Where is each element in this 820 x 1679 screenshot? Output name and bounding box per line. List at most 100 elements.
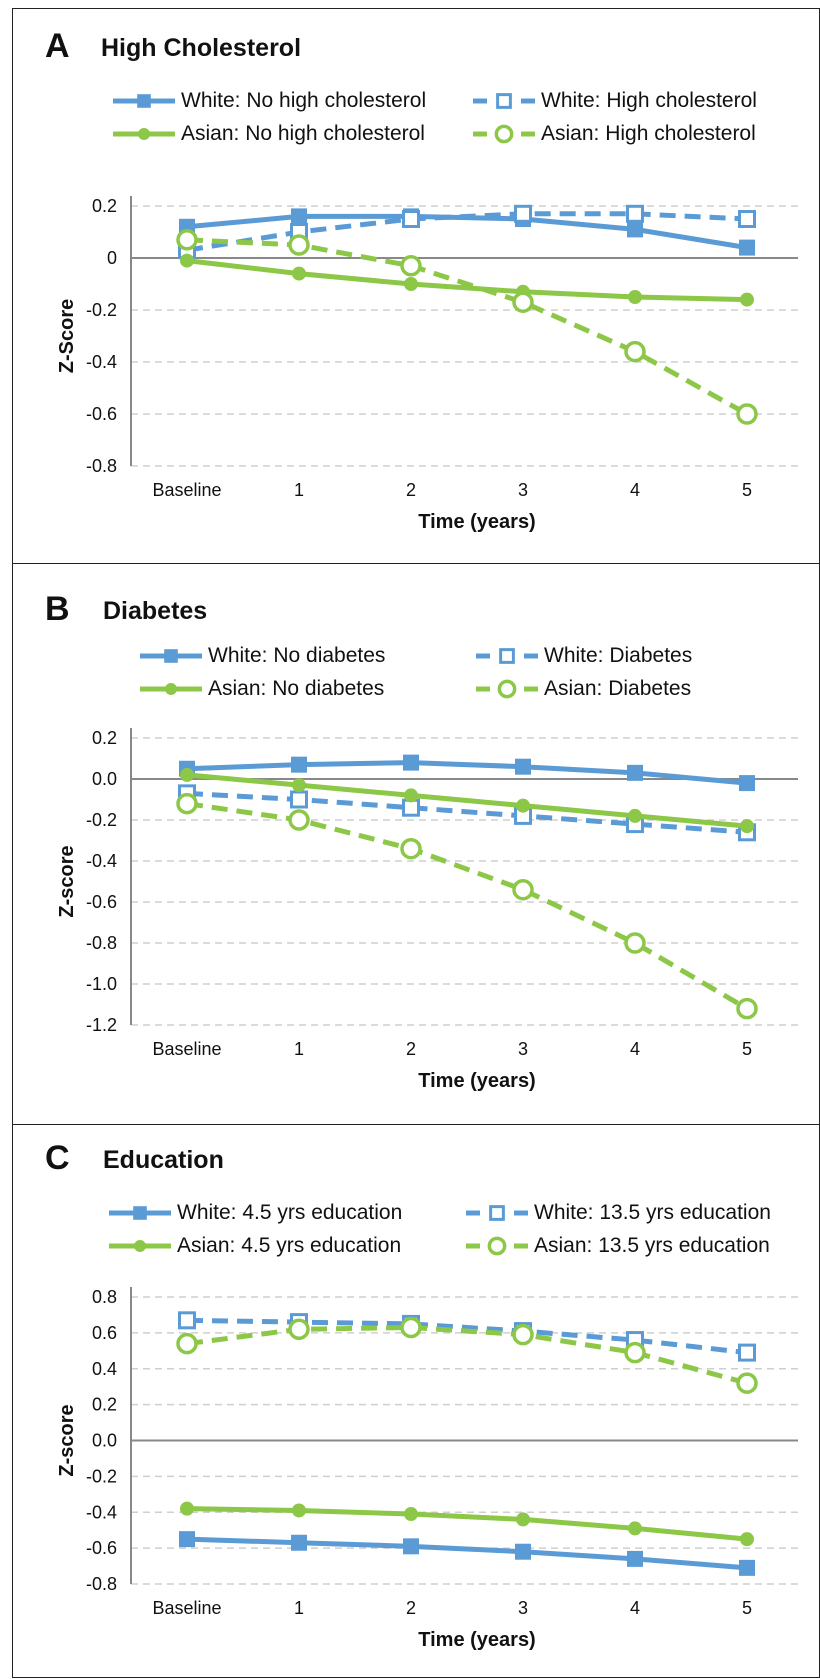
legend-marker: [134, 1240, 146, 1252]
y-tick-label: -0.2: [86, 810, 117, 830]
y-tick-label: -1.2: [86, 1015, 117, 1035]
data-point: [736, 403, 758, 425]
legend-label: Asian: Diabetes: [544, 677, 692, 700]
legend-label: White: 4.5 yrs education: [177, 1201, 403, 1224]
x-tick-label: 3: [518, 480, 528, 500]
data-point: [626, 204, 644, 223]
legend-swatch-icon: [140, 683, 202, 695]
x-tick-label: Baseline: [152, 1598, 221, 1618]
panel-education: C Education White: 4.5 yrs education Whi…: [12, 1124, 820, 1678]
legend-item: White: Diabetes: [474, 644, 692, 668]
y-tick-label: 0.8: [92, 1287, 117, 1307]
data-point: [400, 1316, 422, 1339]
legend-label: Asian: No high cholesterol: [181, 122, 425, 145]
data-point: [516, 798, 530, 813]
legend-label: Asian: High cholesterol: [541, 122, 756, 145]
y-tick-label: -0.4: [86, 1502, 117, 1522]
y-tick-label: -0.8: [86, 456, 117, 476]
legend-label: White: No high cholesterol: [181, 89, 427, 112]
legend-item: White: 13.5 yrs education: [464, 1201, 771, 1225]
y-tick-label: -1.0: [86, 974, 117, 994]
data-point: [627, 221, 643, 238]
y-tick-label: -0.8: [86, 1574, 117, 1594]
data-point: [291, 756, 307, 773]
x-tick-label: Baseline: [152, 1039, 221, 1059]
x-tick-label: 4: [630, 480, 640, 500]
data-point: [180, 767, 194, 782]
data-point: [292, 266, 306, 281]
data-point: [402, 210, 420, 228]
panel-letter: C: [45, 1139, 70, 1177]
legend-marker: [499, 648, 515, 664]
data-point: [176, 229, 198, 251]
legend-swatch-icon: [109, 1240, 171, 1252]
y-tick-label: -0.4: [86, 851, 117, 871]
data-point: [403, 754, 419, 771]
x-tick-label: 4: [630, 1039, 640, 1059]
series-line: [186, 211, 748, 253]
data-point: [176, 792, 198, 815]
panel-letter: A: [45, 27, 70, 65]
legend-swatch-icon: [466, 1236, 528, 1256]
legend-item: Asian: 13.5 yrs education: [464, 1234, 770, 1258]
data-point: [624, 932, 646, 954]
data-point: [512, 878, 534, 901]
legend-label: Asian: 13.5 yrs education: [534, 1234, 770, 1257]
legend-marker: [489, 1205, 505, 1221]
data-point: [739, 1559, 755, 1576]
x-axis-title: Time (years): [418, 511, 535, 533]
legend-item: White: No diabetes: [138, 644, 385, 668]
y-tick-label: 0.0: [92, 769, 117, 789]
panel-diabetes: B Diabetes White: No diabetes White: Dia…: [12, 563, 820, 1124]
y-tick-label: -0.6: [86, 1538, 117, 1558]
y-axis-title: Z-score: [56, 845, 78, 917]
chart-plot-area: 0.2 0 -0.2 -0.4 -0.6 -0.8 Baseline 1 2 3 4 5 Time (y…: [56, 196, 798, 533]
data-point: [404, 788, 418, 803]
legend-label: White: 13.5 yrs education: [534, 1201, 771, 1224]
data-point: [736, 997, 758, 1020]
data-point: [739, 239, 755, 256]
data-point: [178, 1311, 196, 1330]
legend-item: Asian: No high cholesterol: [111, 122, 425, 146]
data-point: [740, 292, 754, 307]
data-point: [628, 1521, 642, 1536]
x-tick-label: 5: [742, 480, 752, 500]
series-line: [186, 1536, 748, 1571]
data-point: [512, 1323, 534, 1346]
legend-label: White: High cholesterol: [541, 89, 757, 112]
x-tick-label: 1: [294, 1598, 304, 1618]
chart-plot-area: 0.2 0.0 -0.2 -0.4 -0.6 -0.8 -1.0 -1.2 Baseline 1 2…: [56, 728, 798, 1092]
legend-marker: [137, 94, 151, 108]
series-line: [186, 1506, 748, 1542]
data-point: [738, 1343, 756, 1362]
legend-marker: [133, 1206, 147, 1220]
data-point: [291, 208, 307, 225]
data-point: [176, 1332, 198, 1355]
y-tick-label: -0.2: [86, 300, 117, 320]
data-point: [627, 1550, 643, 1567]
x-tick-label: 5: [742, 1598, 752, 1618]
y-tick-label: 0: [107, 248, 117, 268]
x-tick-label: 2: [406, 1039, 416, 1059]
legend-marker: [496, 93, 512, 109]
x-tick-label: 4: [630, 1598, 640, 1618]
data-point: [628, 808, 642, 823]
data-point: [514, 204, 532, 223]
data-point: [179, 1531, 195, 1548]
data-point: [288, 1318, 310, 1341]
y-axis-title: Z-Score: [56, 299, 78, 373]
data-point: [624, 1341, 646, 1364]
y-tick-label: 0.2: [92, 1395, 117, 1415]
legend-swatch-icon: [476, 679, 538, 699]
data-point: [288, 234, 310, 256]
x-tick-label: 3: [518, 1598, 528, 1618]
y-tick-label: -0.6: [86, 404, 117, 424]
legend-swatch-icon: [466, 1205, 528, 1221]
y-tick-label: -0.2: [86, 1466, 117, 1486]
data-point: [291, 1534, 307, 1551]
data-point: [404, 277, 418, 291]
data-point: [292, 778, 306, 793]
legend-marker: [164, 649, 178, 663]
legend-marker: [165, 683, 177, 695]
data-point: [740, 1532, 754, 1547]
